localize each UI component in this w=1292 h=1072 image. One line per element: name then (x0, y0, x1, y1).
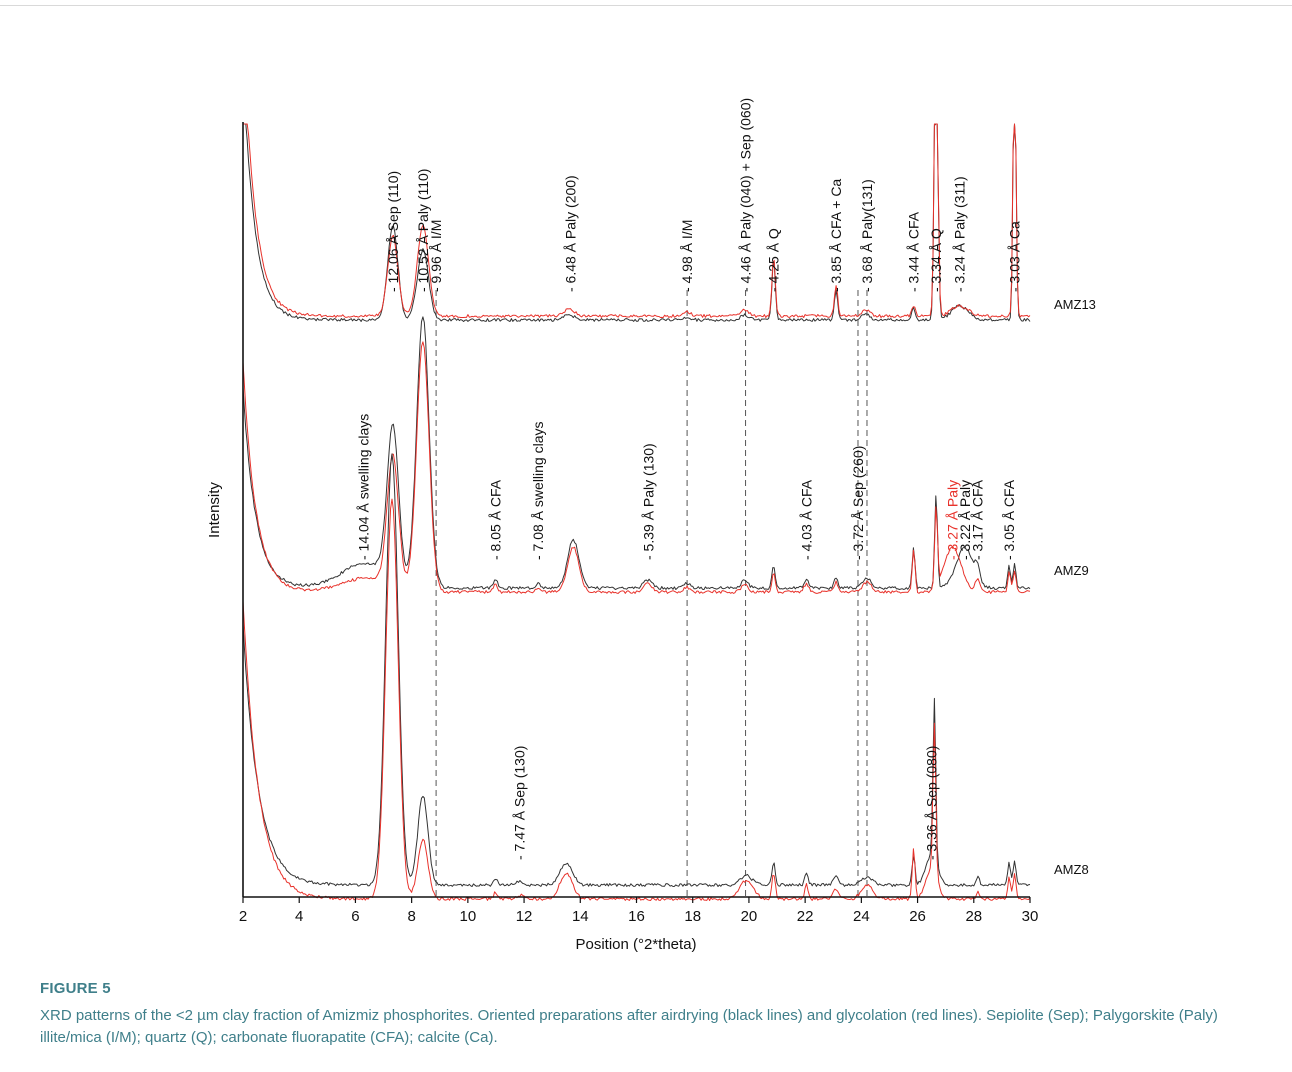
peak-annotation: - 6.48 Å Paly (200) (562, 175, 578, 292)
dashed-reference-lines (435, 290, 868, 897)
figure-caption-text: XRD patterns of the <2 µm clay fraction … (40, 1007, 1218, 1046)
peak-annotations: - 12.06 Å Sep (110) - 10.52 Å Paly (110)-… (356, 98, 1023, 860)
amz13-glycolated-trace (243, 123, 1031, 318)
x-tick-label: 10 (460, 908, 477, 925)
peak-annotation: - 5.39 Å Paly (130) (641, 443, 657, 560)
peak-annotation: - 3.22 Å Paly (957, 480, 973, 560)
x-tick-label: 26 (909, 908, 926, 925)
x-ticks: 2 4 6 8 10 12 14 16 18 20 22 24 26 28 30 (239, 897, 1039, 925)
amz8-airdried-trace (242, 453, 1031, 887)
xrd-chart: 2 4 6 8 10 12 14 16 18 20 22 24 26 28 30 - 12.06 Å Sep… (206, 98, 1096, 953)
peak-annotation: - 4.46 Å Paly (040) + Sep (060) (738, 98, 754, 292)
peak-annotation: - 3.27 Å Paly (945, 480, 961, 560)
x-tick-label: 16 (628, 908, 645, 925)
x-tick-label: 2 (239, 908, 247, 925)
sample-label: AMZ13 (1054, 297, 1096, 312)
x-tick-label: 6 (351, 908, 359, 925)
peak-annotation: - 14.04 Å swelling clays (356, 414, 372, 560)
peak-annotation: - 8.05 Å CFA (487, 479, 503, 560)
peak-annotation: - 3.44 Å CFA (906, 211, 922, 292)
top-rule (0, 5, 1292, 6)
peak-annotation: - 10.52 Å Paly (110) (415, 169, 431, 292)
x-tick-label: 22 (797, 908, 814, 925)
x-tick-label: 18 (684, 908, 701, 925)
x-tick-label: 24 (853, 908, 870, 925)
peak-annotation: - 4.03 Å CFA (798, 479, 814, 560)
peak-annotation: - 12.06 Å Sep (110) (385, 171, 401, 292)
peak-annotation: - 9.96 Å I/M (428, 220, 444, 292)
peak-annotation: - 3.05 Å CFA (1001, 479, 1017, 560)
peak-annotation: - 7.08 Å swelling clays (530, 421, 546, 560)
peak-annotation: - 3.85 Å CFA + Ca (828, 179, 844, 292)
sample-labels: AMZ13 AMZ9 AMZ8 (1054, 297, 1096, 877)
peak-annotation: - 3.03 Å Ca (1007, 221, 1023, 292)
sample-label: AMZ9 (1054, 563, 1089, 578)
sample-label: AMZ8 (1054, 862, 1089, 877)
y-axis-title: Intensity (206, 482, 223, 538)
amz9-glycolated-trace (242, 341, 1031, 594)
peak-annotation: - 3.68 Å Paly(131) (859, 179, 875, 292)
peak-annotation: - 4.98 Å I/M (679, 220, 695, 292)
figure-label: FIGURE 5 (40, 980, 111, 997)
x-axis-title: Position (°2*theta) (575, 936, 696, 953)
x-tick-label: 20 (741, 908, 758, 925)
peak-annotation: - 3.17 Å CFA (969, 479, 985, 560)
x-tick-label: 14 (572, 908, 589, 925)
x-tick-label: 30 (1022, 908, 1039, 925)
peak-annotation: - 3.36 Å Sep (080) (924, 746, 940, 860)
peak-annotation: - 3.34 Å Q (928, 228, 944, 292)
x-tick-label: 12 (516, 908, 533, 925)
x-tick-label: 8 (407, 908, 415, 925)
x-tick-label: 28 (965, 908, 982, 925)
peak-annotation: - 3.24 Å Paly (311) (952, 176, 968, 292)
peak-annotation: - 3.72 Å Sep (260) (850, 446, 866, 560)
peak-annotation: - 4.25 Å Q (766, 228, 782, 292)
amz13-airdried-trace (243, 123, 1031, 322)
figure-caption: FIGURE 5 XRD patterns of the <2 µm clay … (40, 980, 1270, 1049)
peak-annotation: - 7.47 Å Sep (130) (511, 746, 527, 860)
amz9-airdried-trace (242, 316, 1031, 590)
x-tick-label: 4 (295, 908, 303, 925)
